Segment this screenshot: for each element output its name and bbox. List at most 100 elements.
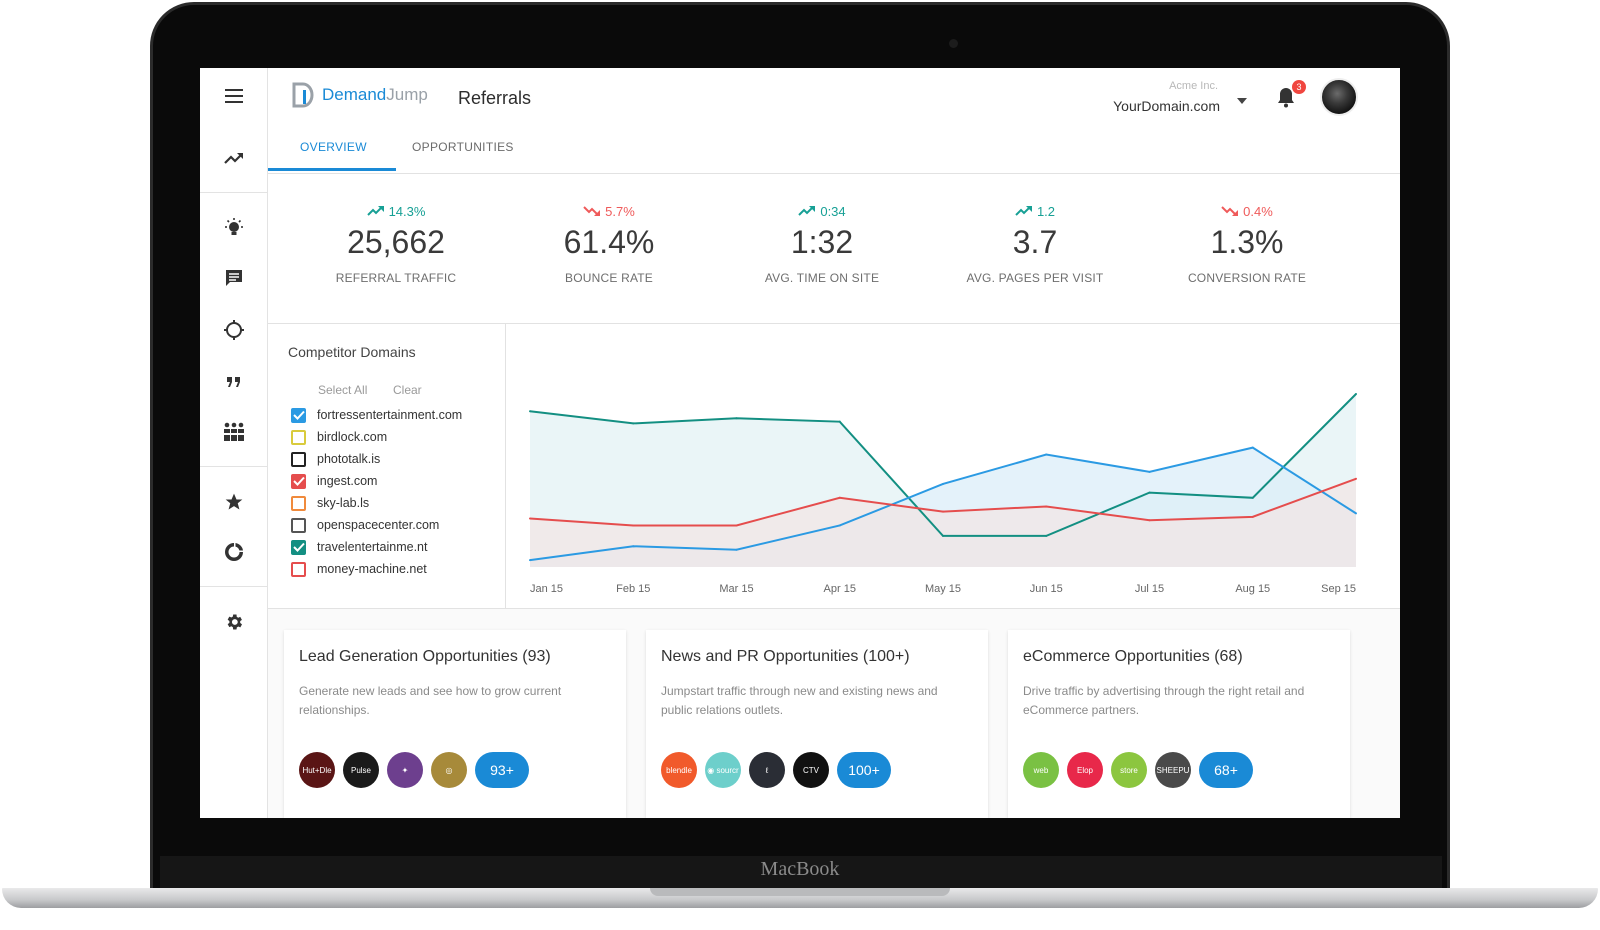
data-point[interactable] xyxy=(1251,496,1254,499)
tab-opportunities[interactable]: OPPORTUNITIES xyxy=(412,140,514,154)
clear-link[interactable]: Clear xyxy=(393,383,422,397)
data-point[interactable] xyxy=(838,420,841,423)
metric-avg-pages-per-visit: 1.2 3.7 AVG. PAGES PER VISIT xyxy=(925,202,1145,286)
partner-logo[interactable]: ✦ xyxy=(387,752,423,788)
partner-logo[interactable]: ℓ xyxy=(749,752,785,788)
partner-logo[interactable]: Hut+Dle xyxy=(299,752,335,788)
card-lead-generation[interactable]: Lead Generation Opportunities (93) Gener… xyxy=(284,630,626,818)
x-tick-label: Feb 15 xyxy=(616,583,650,595)
partner-logo[interactable]: Pulse xyxy=(343,752,379,788)
data-point[interactable] xyxy=(1148,491,1151,494)
partner-logo[interactable]: ◉ sourcr xyxy=(705,752,741,788)
partner-logo[interactable]: web xyxy=(1023,752,1059,788)
data-point[interactable] xyxy=(1251,515,1254,518)
brand-logo[interactable]: Demand Jump xyxy=(292,82,428,108)
sidebar xyxy=(200,68,268,818)
card-logos: Hut+Dle Pulse ✦ ◎ 93+ xyxy=(299,752,529,788)
metric-value: 1.3% xyxy=(1210,224,1284,260)
data-point[interactable] xyxy=(1251,446,1254,449)
data-point[interactable] xyxy=(1045,534,1048,537)
checkbox-unchecked[interactable] xyxy=(291,451,306,467)
domain-checkbox-row[interactable]: sky-lab.ls xyxy=(291,494,369,512)
card-logos: web Elop store SHEEPU 68+ xyxy=(1023,752,1253,788)
logo-text-secondary: Jump xyxy=(386,85,428,104)
data-point[interactable] xyxy=(942,534,944,537)
app-screen: Demand Jump Referrals Acme Inc. YourDomai… xyxy=(200,68,1400,818)
data-point[interactable] xyxy=(1355,477,1357,480)
checkbox-unchecked[interactable] xyxy=(291,495,306,511)
more-partners-button[interactable]: 68+ xyxy=(1199,752,1253,788)
domain-checkbox-row[interactable]: phototalk.is xyxy=(291,450,380,468)
domain-checkbox-row[interactable]: birdlock.com xyxy=(291,428,387,446)
notification-bell-icon[interactable] xyxy=(1276,86,1296,113)
domain-checkbox-row[interactable]: fortressentertainment.com xyxy=(291,406,462,424)
checkbox-unchecked[interactable] xyxy=(291,517,306,533)
chevron-down-icon[interactable] xyxy=(1236,92,1248,110)
data-point[interactable] xyxy=(838,524,841,527)
data-point[interactable] xyxy=(735,417,738,420)
data-point[interactable] xyxy=(632,524,635,527)
tab-overview[interactable]: OVERVIEW xyxy=(300,140,367,154)
data-point[interactable] xyxy=(735,524,738,527)
checkbox-checked[interactable] xyxy=(291,473,306,489)
quote-icon[interactable] xyxy=(218,366,250,398)
groups-icon[interactable] xyxy=(218,416,250,448)
data-point[interactable] xyxy=(1148,470,1151,473)
data-point[interactable] xyxy=(1148,519,1151,522)
x-tick-label: May 15 xyxy=(925,583,961,595)
data-point[interactable] xyxy=(529,410,531,413)
more-partners-button[interactable]: 100+ xyxy=(837,752,891,788)
data-point[interactable] xyxy=(632,545,635,548)
menu-icon[interactable] xyxy=(218,80,250,112)
more-partners-button[interactable]: 93+ xyxy=(475,752,529,788)
metric-value: 25,662 xyxy=(347,224,445,260)
data-point[interactable] xyxy=(632,422,635,425)
avatar[interactable] xyxy=(1320,78,1358,116)
domain-checkbox-row[interactable]: travelentertainme.nt xyxy=(291,538,427,556)
data-point[interactable] xyxy=(942,510,944,513)
trending-icon[interactable] xyxy=(218,142,250,174)
checkbox-unchecked[interactable] xyxy=(291,429,306,445)
data-point[interactable] xyxy=(529,559,531,562)
card-news-pr[interactable]: News and PR Opportunities (100+) Jumpsta… xyxy=(646,630,988,818)
partner-logo[interactable]: blendle xyxy=(661,752,697,788)
metric-delta: 0:34 xyxy=(712,202,932,220)
data-point[interactable] xyxy=(735,548,738,551)
partner-logo[interactable]: store xyxy=(1111,752,1147,788)
data-point[interactable] xyxy=(838,496,841,499)
data-point[interactable] xyxy=(942,482,944,485)
account-domain[interactable]: YourDomain.com xyxy=(1113,98,1220,114)
x-tick-label: Sep 15 xyxy=(1321,583,1356,595)
data-point[interactable] xyxy=(1355,393,1357,395)
star-icon[interactable] xyxy=(218,486,250,518)
checkbox-unchecked[interactable] xyxy=(291,561,306,577)
domain-label: ingest.com xyxy=(317,474,378,488)
partner-logo[interactable]: SHEEPU xyxy=(1155,752,1191,788)
settings-icon[interactable] xyxy=(218,606,250,638)
partner-logo[interactable]: CTV xyxy=(793,752,829,788)
data-point[interactable] xyxy=(1355,512,1357,515)
domain-checkbox-row[interactable]: openspacecenter.com xyxy=(291,516,439,534)
donut-chart-icon[interactable] xyxy=(218,536,250,568)
data-point[interactable] xyxy=(1045,505,1048,508)
crosshair-icon[interactable] xyxy=(218,314,250,346)
partner-logo[interactable]: ◎ xyxy=(431,752,467,788)
partner-logo[interactable]: Elop xyxy=(1067,752,1103,788)
metric-delta-value: 0:34 xyxy=(820,203,846,219)
message-icon[interactable] xyxy=(218,262,250,294)
metric-delta: 14.3% xyxy=(286,202,506,220)
checkbox-checked[interactable] xyxy=(291,407,306,423)
x-tick-label: Jun 15 xyxy=(1030,583,1063,595)
domain-checkbox-row[interactable]: ingest.com xyxy=(291,472,377,490)
select-all-link[interactable]: Select All xyxy=(318,383,368,397)
lightbulb-icon[interactable] xyxy=(218,212,250,244)
sidebar-divider xyxy=(200,192,268,193)
card-ecommerce[interactable]: eCommerce Opportunities (68) Drive traff… xyxy=(1008,630,1350,818)
checkmark-icon xyxy=(292,410,305,420)
data-point[interactable] xyxy=(1045,453,1048,456)
data-point[interactable] xyxy=(529,517,531,520)
metric-label: AVG. PAGES PER VISIT xyxy=(966,271,1104,285)
metric-avg-time-on-site: 0:34 1:32 AVG. TIME ON SITE xyxy=(712,202,932,286)
checkbox-checked[interactable] xyxy=(291,539,306,555)
domain-checkbox-row[interactable]: money-machine.net xyxy=(291,560,427,578)
